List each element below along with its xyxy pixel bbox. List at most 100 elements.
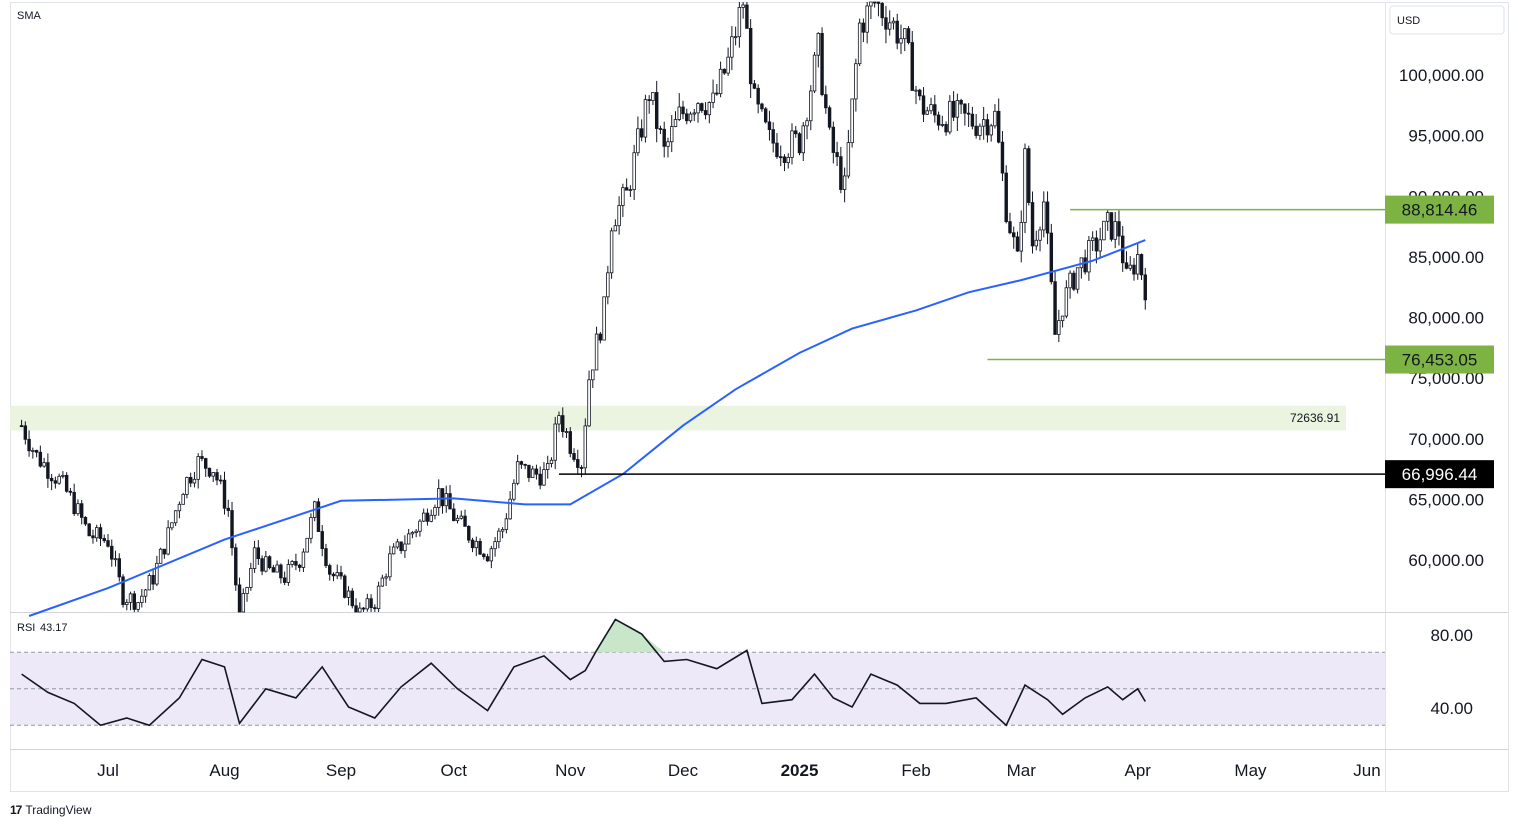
candle <box>722 68 727 75</box>
candle <box>846 129 851 179</box>
candle <box>440 488 445 514</box>
candle <box>143 588 148 603</box>
candle <box>786 153 790 169</box>
candle <box>395 538 400 550</box>
candle <box>730 26 734 71</box>
candle <box>756 84 760 114</box>
candle <box>185 476 189 499</box>
candle <box>549 457 554 468</box>
candle <box>688 111 693 123</box>
candle <box>587 370 591 427</box>
candle <box>775 133 779 159</box>
candle <box>636 116 640 156</box>
candle <box>1034 230 1038 251</box>
candle <box>297 563 302 572</box>
candle <box>1132 258 1136 281</box>
currency-box[interactable] <box>1389 5 1505 35</box>
candle <box>429 509 433 523</box>
rsi-overbought-fill <box>596 619 687 653</box>
candle <box>613 219 618 232</box>
candle <box>801 122 805 162</box>
candle <box>857 18 862 67</box>
candle <box>1057 309 1061 343</box>
candle <box>1128 256 1132 271</box>
candle <box>996 98 1001 144</box>
candle <box>433 504 437 520</box>
candle <box>425 508 430 526</box>
candle <box>523 463 527 470</box>
candle <box>966 103 971 128</box>
candle <box>1113 212 1117 249</box>
candle <box>504 513 509 534</box>
candle <box>624 178 629 191</box>
candle <box>173 510 178 527</box>
time-tick-label: Dec <box>668 761 699 780</box>
candle <box>222 471 227 515</box>
level-price-tag <box>1385 460 1494 489</box>
candle <box>1045 191 1050 245</box>
candle <box>1008 212 1012 235</box>
candle <box>779 145 783 167</box>
candle <box>839 146 843 194</box>
candle <box>1109 212 1114 242</box>
candle <box>34 449 39 458</box>
candle <box>121 574 125 608</box>
tradingview-logo[interactable]: 17 TradingView <box>10 801 91 819</box>
candle <box>380 574 385 587</box>
candle <box>1023 143 1027 234</box>
candle <box>733 26 738 46</box>
candle <box>282 571 287 586</box>
price-tick-label: 65,000.00 <box>1408 490 1484 509</box>
candle <box>891 17 896 30</box>
candle <box>1015 231 1020 252</box>
candle <box>140 588 144 608</box>
candle <box>38 445 43 468</box>
candle <box>391 543 396 555</box>
candle <box>948 95 952 135</box>
candle <box>903 28 907 52</box>
candle <box>42 457 46 468</box>
candle <box>219 474 223 485</box>
candle <box>328 563 332 581</box>
time-tick-label: Oct <box>441 761 468 780</box>
price-tick-label: 75,000.00 <box>1408 369 1484 388</box>
candle <box>643 94 648 143</box>
candle <box>19 419 24 428</box>
candle <box>478 538 482 555</box>
candle <box>598 331 603 344</box>
candle <box>200 450 204 462</box>
candle <box>294 553 298 571</box>
candle <box>534 464 539 480</box>
price-axis[interactable]: 100,000.0095,000.0090,000.0085,000.0080,… <box>1399 66 1484 570</box>
price-tick-label: 80,000.00 <box>1408 309 1484 328</box>
time-axis[interactable]: Jul Aug Sep Oct Nov Dec 2025 Feb Mar Apr May Jun <box>97 761 1381 780</box>
candle <box>685 108 689 125</box>
candle <box>579 465 584 478</box>
time-tick-label: Feb <box>901 761 930 780</box>
time-tick-label: Apr <box>1125 761 1152 780</box>
overlay-label: SMA <box>17 10 42 22</box>
candle <box>951 91 956 122</box>
candle <box>527 464 531 482</box>
candle <box>79 499 84 525</box>
candle <box>617 196 621 235</box>
candle <box>831 121 836 164</box>
candle <box>914 85 918 105</box>
level-price-text: 76,453.05 <box>1402 351 1478 370</box>
candle <box>470 537 475 553</box>
candle <box>970 106 975 130</box>
tradingview-logo-icon: 17 <box>10 803 22 817</box>
candle <box>155 555 159 587</box>
candle <box>279 563 283 584</box>
candle <box>1139 253 1144 280</box>
candle <box>207 467 212 478</box>
candle <box>583 418 588 475</box>
candle <box>933 95 937 123</box>
candle <box>737 2 742 48</box>
candle <box>1027 145 1031 206</box>
candle <box>151 569 155 590</box>
candle <box>339 565 343 580</box>
candle <box>264 550 268 573</box>
candle <box>816 32 821 68</box>
candle <box>568 427 572 458</box>
